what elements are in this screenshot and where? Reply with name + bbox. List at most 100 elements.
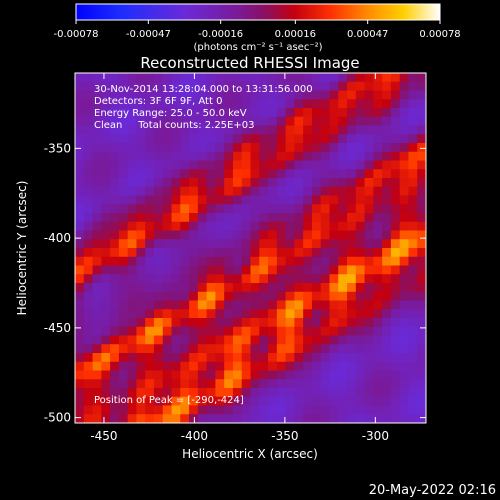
heatmap-cell (75, 73, 85, 83)
heatmap-cell (162, 265, 172, 275)
heatmap-cell (118, 99, 129, 109)
heatmap-cell (259, 274, 269, 284)
heatmap-cell (355, 248, 365, 258)
heatmap-cell (382, 213, 392, 223)
heatmap-cell (189, 125, 199, 135)
heatmap-cell (285, 414, 295, 424)
heatmap-cell (118, 134, 129, 144)
heatmap-cell (382, 405, 392, 415)
heatmap-cell (145, 213, 155, 223)
heatmap-cell (408, 318, 418, 328)
heatmap-cell (294, 361, 304, 371)
heatmap-cell (285, 134, 295, 144)
heatmap-cell (303, 195, 313, 205)
heatmap-cell (320, 160, 330, 170)
heatmap-cell (127, 361, 137, 371)
heatmap-cell (241, 90, 251, 100)
heatmap-cell (189, 283, 199, 293)
heatmap-cell (224, 81, 234, 91)
heatmap-cell (347, 186, 357, 196)
heatmap-cell (83, 256, 93, 266)
heatmap-cell (399, 265, 409, 275)
heatmap-cell (162, 221, 172, 231)
heatmap-cell (136, 370, 146, 380)
heatmap-cell (241, 221, 251, 231)
heatmap-cell (276, 230, 287, 240)
heatmap-cell (241, 143, 251, 153)
heatmap-cell (180, 344, 190, 354)
heatmap-cell (303, 221, 313, 231)
heatmap-cell (232, 283, 243, 293)
heatmap-cell (197, 291, 208, 301)
heatmap-cell (232, 108, 243, 118)
heatmap-cell (162, 318, 172, 328)
heatmap-cell (189, 344, 199, 354)
heatmap-cell (285, 178, 295, 188)
heatmap-cell (118, 178, 129, 188)
heatmap-cell (171, 73, 181, 83)
heatmap-cell (180, 116, 190, 126)
heatmap-cell (320, 204, 330, 214)
heatmap-cell (347, 414, 357, 424)
heatmap-cell (92, 396, 102, 406)
heatmap-cell (75, 108, 85, 118)
heatmap-cell (180, 405, 190, 415)
heatmap-cell (373, 265, 383, 275)
heatmap-cell (162, 108, 172, 118)
heatmap-cell (215, 248, 225, 258)
heatmap-cell (311, 379, 322, 389)
heatmap-cell (206, 291, 216, 301)
heatmap-cell (250, 230, 260, 240)
heatmap-cell (276, 370, 287, 380)
heatmap-cell (232, 195, 243, 205)
x-tick-label: -300 (362, 429, 389, 443)
heatmap-cell (215, 405, 225, 415)
heatmap-cell (259, 73, 269, 83)
heatmap-cell (285, 81, 295, 91)
heatmap-cell (92, 326, 102, 336)
heatmap-cell (347, 108, 357, 118)
heatmap-cell (92, 335, 102, 345)
heatmap-cell (276, 291, 287, 301)
heatmap-cell (276, 213, 287, 223)
heatmap-cell (408, 379, 418, 389)
heatmap-cell (311, 353, 322, 363)
heatmap-cell (303, 90, 313, 100)
heatmap-cell (189, 169, 199, 179)
heatmap-cell (75, 344, 85, 354)
heatmap-cell (197, 309, 208, 319)
heatmap-cell (347, 265, 357, 275)
heatmap-cell (224, 370, 234, 380)
heatmap-cell (136, 291, 146, 301)
heatmap-cell (399, 125, 409, 135)
heatmap-cell (320, 256, 330, 266)
heatmap-cell (75, 291, 85, 301)
heatmap-cell (136, 99, 146, 109)
heatmap-cell (75, 151, 85, 161)
heatmap-cell (136, 73, 146, 83)
heatmap-cell (399, 116, 409, 126)
heatmap-cell (373, 213, 383, 223)
heatmap-cell (250, 344, 260, 354)
heatmap-cell (118, 300, 129, 310)
heatmap-cell (373, 248, 383, 258)
heatmap-cell (110, 274, 120, 284)
heatmap-cell (189, 99, 199, 109)
heatmap-cell (417, 344, 427, 354)
heatmap-cell (259, 405, 269, 415)
heatmap-cell (373, 134, 383, 144)
heatmap-cell (83, 370, 93, 380)
heatmap-cell (92, 134, 102, 144)
heatmap-cell (75, 283, 85, 293)
heatmap-cell (92, 265, 102, 275)
heatmap-cell (215, 388, 225, 398)
heatmap-cell (285, 265, 295, 275)
heatmap-cell (101, 361, 111, 371)
heatmap-cell (83, 230, 93, 240)
heatmap-cell (92, 213, 102, 223)
heatmap-cell (232, 405, 243, 415)
heatmap-cell (110, 186, 120, 196)
heatmap-cell (75, 90, 85, 100)
heatmap-cell (118, 291, 129, 301)
heatmap-cell (224, 405, 234, 415)
